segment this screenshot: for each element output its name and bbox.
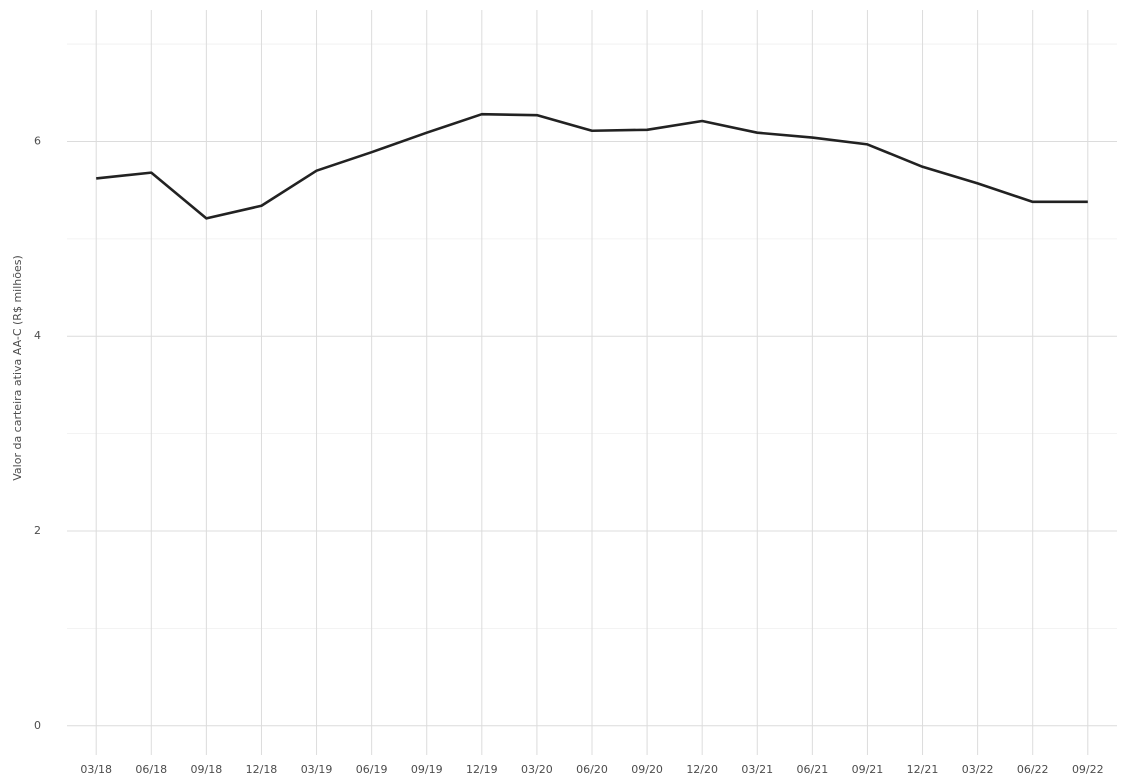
x-tick-label: 03/18 bbox=[80, 763, 112, 776]
x-tick-label: 09/20 bbox=[631, 763, 663, 776]
x-tick-label: 09/18 bbox=[191, 763, 223, 776]
x-tick-label: 06/18 bbox=[135, 763, 167, 776]
x-tick-label: 12/20 bbox=[686, 763, 718, 776]
y-tick-label: 4 bbox=[34, 329, 41, 342]
line-series bbox=[96, 112, 1088, 220]
x-tick-label: 09/21 bbox=[852, 763, 884, 776]
y-tick-label: 2 bbox=[34, 524, 41, 537]
x-tick-label: 12/21 bbox=[907, 763, 939, 776]
y-tick-label: 0 bbox=[34, 719, 41, 732]
x-tick-label: 03/22 bbox=[962, 763, 994, 776]
x-tick-label: 03/19 bbox=[301, 763, 333, 776]
x-tick-label: 12/18 bbox=[246, 763, 278, 776]
x-tick-label: 09/22 bbox=[1072, 763, 1104, 776]
x-tick-label: 06/19 bbox=[356, 763, 388, 776]
x-tick-label: 06/20 bbox=[576, 763, 608, 776]
x-tick-label: 03/21 bbox=[741, 763, 773, 776]
x-tick-label: 06/22 bbox=[1017, 763, 1049, 776]
y-axis-label: Valor da carteira ativa AA-C (R$ milhões… bbox=[11, 255, 24, 481]
x-tick-label: 06/21 bbox=[797, 763, 829, 776]
x-tick-label: 12/19 bbox=[466, 763, 498, 776]
y-tick-label: 6 bbox=[34, 134, 41, 147]
x-tick-label: 09/19 bbox=[411, 763, 443, 776]
x-tick-label: 03/20 bbox=[521, 763, 553, 776]
